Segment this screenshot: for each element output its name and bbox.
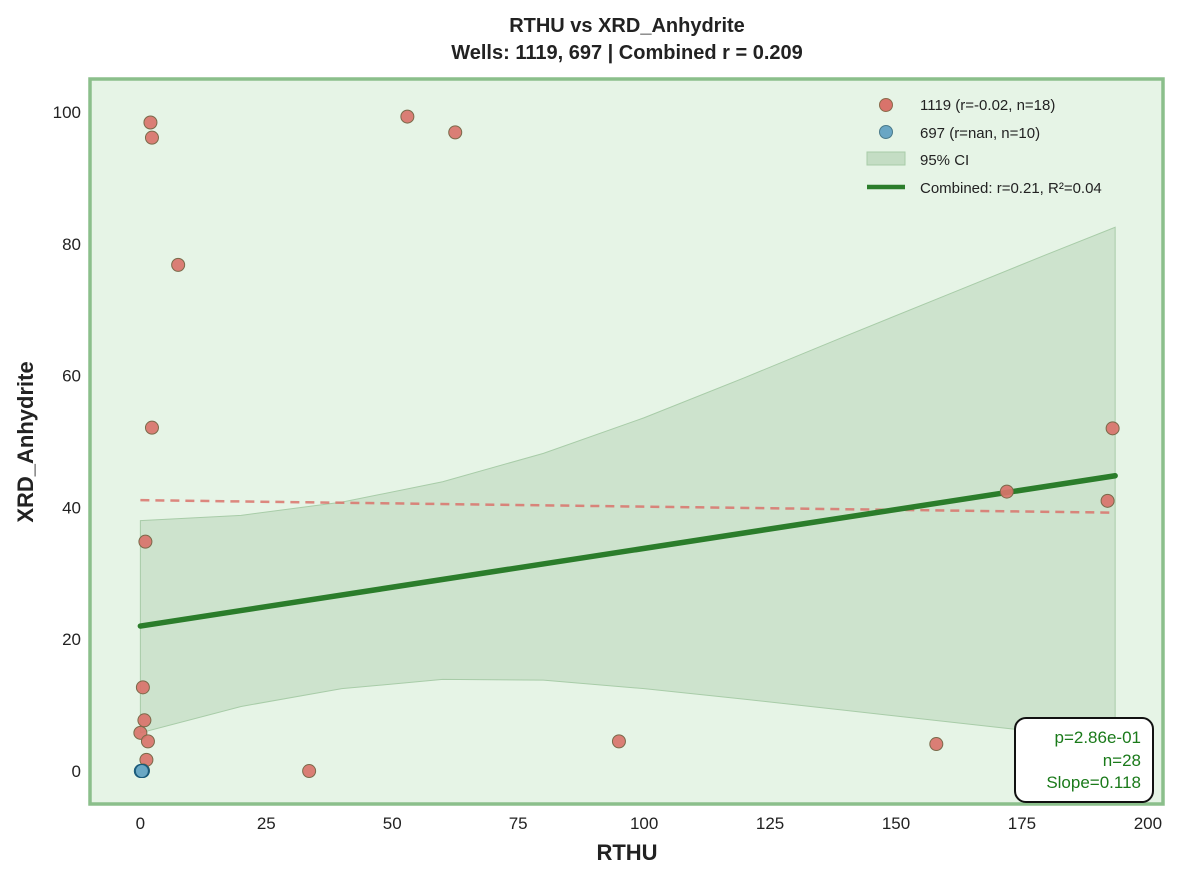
data-point-1119: [144, 420, 159, 435]
legend-patch-ci: [866, 151, 906, 166]
stats-p-value: p=2.86e-01: [1055, 728, 1142, 747]
y-tick-label: 80: [62, 235, 81, 254]
data-point-1119: [999, 484, 1014, 499]
legend-marker-1119: [879, 98, 893, 112]
well-1119-fit-line: [140, 498, 1116, 514]
data-point-1119: [140, 734, 155, 749]
data-point-1119: [1105, 421, 1120, 436]
y-ticks: 0 20 40 60 80 100: [53, 103, 81, 781]
y-tick-label: 20: [62, 630, 81, 649]
legend: 1119 (r=-0.02, n=18) 697 (r=nan, n=10) 9…: [866, 97, 1102, 197]
chart-title: RTHU vs XRD_Anhydrite: [509, 15, 745, 37]
data-point-697: [134, 764, 149, 779]
y-tick-label: 40: [62, 498, 81, 517]
x-axis-label: RTHU: [596, 840, 657, 865]
x-tick-label: 75: [509, 814, 528, 833]
chart-subtitle: Wells: 1119, 697 | Combined r = 0.209: [451, 42, 803, 64]
data-point-1119: [302, 764, 317, 779]
y-tick-label: 100: [53, 103, 81, 122]
data-point-1119: [144, 130, 159, 145]
data-point-1119: [400, 109, 415, 124]
x-tick-label: 100: [630, 814, 658, 833]
legend-label-combined: Combined: r=0.21, R²=0.04: [920, 180, 1102, 197]
data-point-1119: [135, 680, 150, 695]
x-tick-label: 25: [257, 814, 276, 833]
x-tick-label: 150: [882, 814, 910, 833]
data-point-1119: [929, 737, 944, 752]
data-point-1119: [448, 125, 463, 140]
x-ticks: 0 25 50 75 100 125 150 175 200: [136, 814, 1162, 833]
plot-frame: [88, 77, 1165, 806]
stats-n: n=28: [1103, 751, 1141, 770]
legend-label-ci: 95% CI: [920, 152, 969, 169]
x-tick-label: 0: [136, 814, 145, 833]
data-points-layer: [133, 109, 1120, 779]
legend-label-1119: 1119 (r=-0.02, n=18): [920, 97, 1055, 114]
stats-slope: Slope=0.118: [1046, 773, 1141, 792]
data-point-1119: [137, 713, 152, 728]
y-tick-label: 0: [72, 762, 81, 781]
data-point-1119: [171, 257, 186, 272]
data-point-1119: [611, 734, 626, 749]
x-tick-label: 50: [383, 814, 402, 833]
combined-fit-line: [137, 473, 1118, 629]
fit-lines-layer: [137, 473, 1118, 629]
x-tick-label: 200: [1134, 814, 1162, 833]
data-point-1119: [138, 534, 153, 549]
stats-box: p=2.86e-01 n=28 Slope=0.118: [1014, 717, 1154, 803]
x-tick-label: 175: [1008, 814, 1036, 833]
data-point-1119: [1100, 493, 1115, 508]
x-tick-label: 125: [756, 814, 784, 833]
data-point-1119: [143, 115, 158, 130]
y-tick-label: 60: [62, 367, 81, 386]
legend-label-697: 697 (r=nan, n=10): [920, 125, 1040, 142]
legend-marker-697: [879, 125, 893, 139]
y-axis-label: XRD_Anhydrite: [13, 361, 38, 522]
